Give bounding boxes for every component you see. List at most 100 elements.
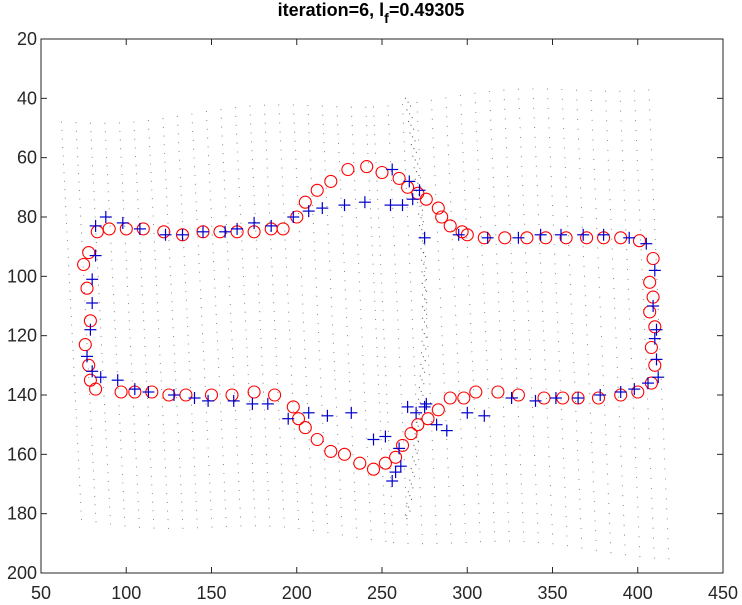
field-dot: [409, 272, 411, 274]
field-dot: [569, 264, 571, 266]
field-dot: [196, 518, 198, 520]
field-dot: [543, 340, 545, 342]
field-dot: [548, 117, 550, 119]
field-dot: [339, 179, 341, 181]
field-dot: [402, 440, 404, 442]
field-dot: [239, 204, 241, 206]
field-dot: [340, 497, 342, 499]
field-dot: [519, 444, 521, 446]
cross-point: [628, 383, 641, 396]
cross-point: [261, 397, 274, 410]
field-dot: [550, 494, 552, 496]
y-tick-label: 140: [7, 385, 37, 405]
field-dot: [505, 464, 507, 466]
field-dot: [466, 237, 468, 239]
field-dot: [635, 130, 637, 132]
field-dot: [308, 448, 311, 450]
field-dot: [470, 341, 473, 343]
field-dot: [593, 500, 595, 502]
field-dot: [147, 406, 149, 408]
field-dot: [490, 454, 492, 457]
field-dot: [577, 118, 579, 121]
field-dot: [411, 136, 414, 138]
field-dot: [655, 258, 657, 261]
field-dot: [409, 132, 411, 134]
field-dot: [144, 337, 146, 339]
field-dot: [550, 166, 552, 168]
field-dot: [191, 413, 193, 415]
field-dot: [644, 338, 646, 340]
field-dot: [106, 174, 109, 176]
field-dot: [394, 263, 396, 265]
cross-point: [89, 249, 102, 262]
field-dot: [228, 286, 230, 288]
field-dot: [185, 299, 187, 301]
field-dot: [336, 424, 338, 426]
field-dot: [270, 239, 272, 241]
field-dot: [104, 122, 106, 124]
field-dot: [259, 320, 261, 322]
field-dot: [159, 362, 161, 365]
field-dot: [632, 397, 634, 399]
field-dot: [424, 309, 426, 311]
field-dot: [620, 110, 622, 112]
field-dot: [76, 425, 78, 427]
field-dot: [409, 479, 411, 481]
field-dot: [76, 434, 78, 436]
field-dot: [173, 335, 175, 338]
field-dot: [421, 282, 423, 285]
field-dot: [359, 299, 361, 301]
field-dot: [328, 251, 330, 253]
field-dot: [396, 310, 398, 312]
field-dot: [417, 130, 419, 132]
field-dot: [546, 88, 548, 90]
field-dot: [313, 232, 315, 234]
field-dot: [78, 476, 80, 478]
field-dot: [112, 276, 114, 278]
field-dot: [207, 155, 210, 157]
field-dot: [474, 102, 476, 104]
field-dot: [488, 90, 490, 93]
field-dot: [450, 542, 453, 544]
field-dot: [190, 404, 193, 406]
field-dot: [371, 245, 373, 247]
field-dot: [288, 320, 290, 322]
field-dot: [580, 518, 582, 520]
field-dot: [419, 205, 421, 207]
field-dot: [389, 161, 392, 163]
field-dot: [181, 212, 183, 214]
field-dot: [221, 428, 223, 430]
field-dot: [549, 475, 551, 477]
field-dot: [537, 522, 539, 524]
field-dot: [78, 468, 80, 470]
field-dot: [341, 225, 343, 227]
field-dot: [232, 365, 234, 367]
field-dot: [491, 157, 493, 159]
field-dot: [577, 449, 579, 451]
field-dot: [420, 217, 422, 219]
field-dot: [421, 379, 423, 381]
field-dot: [446, 438, 448, 440]
field-dot: [295, 158, 297, 160]
field-dot: [648, 438, 650, 440]
field-dot: [666, 508, 668, 510]
field-dot: [647, 398, 649, 400]
field-dot: [402, 113, 404, 115]
field-dot: [306, 384, 308, 387]
field-dot: [207, 137, 209, 139]
field-dot: [138, 518, 140, 520]
field-dot: [583, 265, 585, 267]
field-dot: [379, 411, 381, 413]
field-dot: [382, 485, 384, 487]
field-dot: [425, 348, 427, 350]
field-dot: [637, 516, 639, 518]
field-dot: [172, 327, 174, 329]
field-dot: [280, 454, 282, 456]
field-dot: [151, 189, 153, 191]
field-dot: [119, 130, 121, 133]
field-dot: [292, 401, 294, 403]
circle-point: [310, 432, 324, 447]
field-dot: [542, 310, 544, 313]
field-dot: [471, 360, 473, 362]
field-dot: [297, 203, 299, 206]
